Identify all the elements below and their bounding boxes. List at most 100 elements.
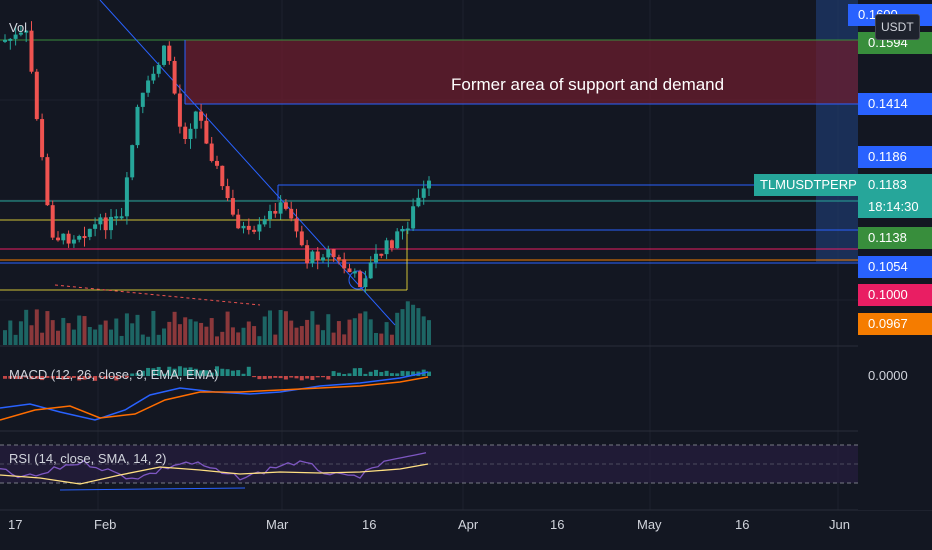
candle[interactable] — [427, 180, 431, 189]
candle[interactable] — [135, 106, 140, 146]
candle[interactable] — [326, 249, 331, 258]
candle[interactable] — [151, 73, 156, 81]
candle[interactable] — [162, 45, 166, 65]
candle[interactable] — [321, 257, 325, 261]
candle[interactable] — [294, 218, 299, 232]
candle[interactable] — [71, 239, 76, 244]
candle[interactable] — [50, 205, 55, 238]
candle[interactable] — [310, 251, 315, 264]
rsi-ma-line — [0, 463, 429, 485]
candle[interactable] — [114, 216, 119, 219]
candle[interactable] — [262, 219, 267, 225]
candle[interactable] — [8, 38, 13, 41]
candle[interactable] — [103, 217, 108, 231]
candle[interactable] — [82, 236, 87, 239]
candle[interactable] — [183, 126, 188, 140]
candle[interactable] — [193, 111, 198, 129]
candle[interactable] — [56, 237, 60, 241]
candle[interactable] — [352, 271, 357, 274]
candle[interactable] — [109, 216, 113, 231]
candle[interactable] — [283, 202, 288, 209]
candle[interactable] — [230, 198, 235, 215]
candle[interactable] — [342, 259, 347, 269]
candle[interactable] — [400, 228, 405, 232]
signal-line — [0, 376, 429, 421]
candle[interactable] — [368, 262, 373, 279]
candle[interactable] — [384, 240, 389, 255]
candle[interactable] — [40, 119, 45, 158]
candle[interactable] — [374, 253, 378, 263]
volume-bar — [156, 334, 161, 345]
candle[interactable] — [411, 206, 416, 229]
price-label: 0.1414 — [858, 93, 932, 115]
trendline-dashed[interactable] — [54, 284, 261, 306]
currency-button[interactable]: USDT — [875, 14, 920, 40]
candle[interactable] — [246, 225, 251, 230]
candle[interactable] — [140, 92, 145, 107]
candle[interactable] — [177, 93, 182, 127]
candle[interactable] — [45, 157, 50, 206]
candle[interactable] — [130, 145, 135, 178]
candle[interactable] — [156, 64, 161, 74]
candle[interactable] — [188, 128, 193, 140]
trendline[interactable] — [99, 0, 396, 326]
candle[interactable] — [18, 32, 23, 35]
macd-histogram-bar — [273, 376, 278, 378]
candle[interactable] — [421, 188, 426, 198]
candle[interactable] — [273, 211, 278, 214]
candle[interactable] — [146, 80, 151, 93]
volume-bar — [40, 332, 45, 345]
support-demand-zone[interactable] — [185, 40, 858, 104]
candle[interactable] — [395, 231, 400, 249]
candle[interactable] — [87, 228, 92, 237]
candle[interactable] — [3, 39, 7, 42]
candle[interactable] — [98, 217, 103, 225]
candle[interactable] — [13, 34, 18, 39]
candle[interactable] — [66, 233, 71, 244]
candle[interactable] — [225, 186, 230, 199]
price-scale[interactable] — [858, 0, 932, 510]
rsi-pane-title[interactable]: RSI (14, close, SMA, 14, 2) — [9, 451, 167, 466]
candle[interactable] — [220, 165, 225, 187]
candle[interactable] — [363, 278, 368, 288]
candle[interactable] — [257, 224, 262, 232]
candle[interactable] — [209, 143, 214, 161]
candle[interactable] — [61, 233, 66, 241]
candle[interactable] — [379, 253, 384, 256]
volume-bar — [188, 319, 193, 345]
candle[interactable] — [299, 231, 304, 246]
candle[interactable] — [289, 208, 294, 219]
candle[interactable] — [331, 249, 336, 258]
candle[interactable] — [204, 120, 209, 144]
candle[interactable] — [167, 45, 172, 61]
candle[interactable] — [241, 225, 246, 229]
candle[interactable] — [347, 268, 352, 273]
zone-annotation[interactable]: Former area of support and demand — [451, 75, 725, 94]
candle[interactable] — [172, 60, 177, 94]
candle[interactable] — [77, 236, 82, 240]
candle[interactable] — [315, 251, 320, 261]
candle[interactable] — [119, 216, 124, 219]
candle[interactable] — [252, 229, 257, 232]
rsi-divergence-line[interactable] — [59, 487, 246, 491]
macd-pane-title[interactable]: MACD (12, 26, close, 9, EMA, EMA) — [9, 367, 219, 382]
candle[interactable] — [416, 197, 421, 207]
candle[interactable] — [336, 257, 341, 260]
candle[interactable] — [124, 177, 129, 217]
candle[interactable] — [268, 211, 272, 220]
candle[interactable] — [389, 240, 394, 249]
macd-histogram-bar — [24, 376, 29, 378]
candle[interactable] — [405, 228, 410, 231]
candle[interactable] — [24, 30, 29, 33]
macd-histogram-bar — [331, 371, 336, 376]
candle[interactable] — [236, 214, 241, 229]
candle[interactable] — [305, 245, 310, 264]
candle[interactable] — [199, 111, 204, 121]
candle[interactable] — [358, 271, 363, 288]
candle[interactable] — [215, 160, 219, 166]
candle[interactable] — [93, 224, 98, 229]
candle[interactable] — [278, 202, 283, 214]
candle[interactable] — [29, 30, 34, 72]
candle[interactable] — [34, 71, 39, 120]
